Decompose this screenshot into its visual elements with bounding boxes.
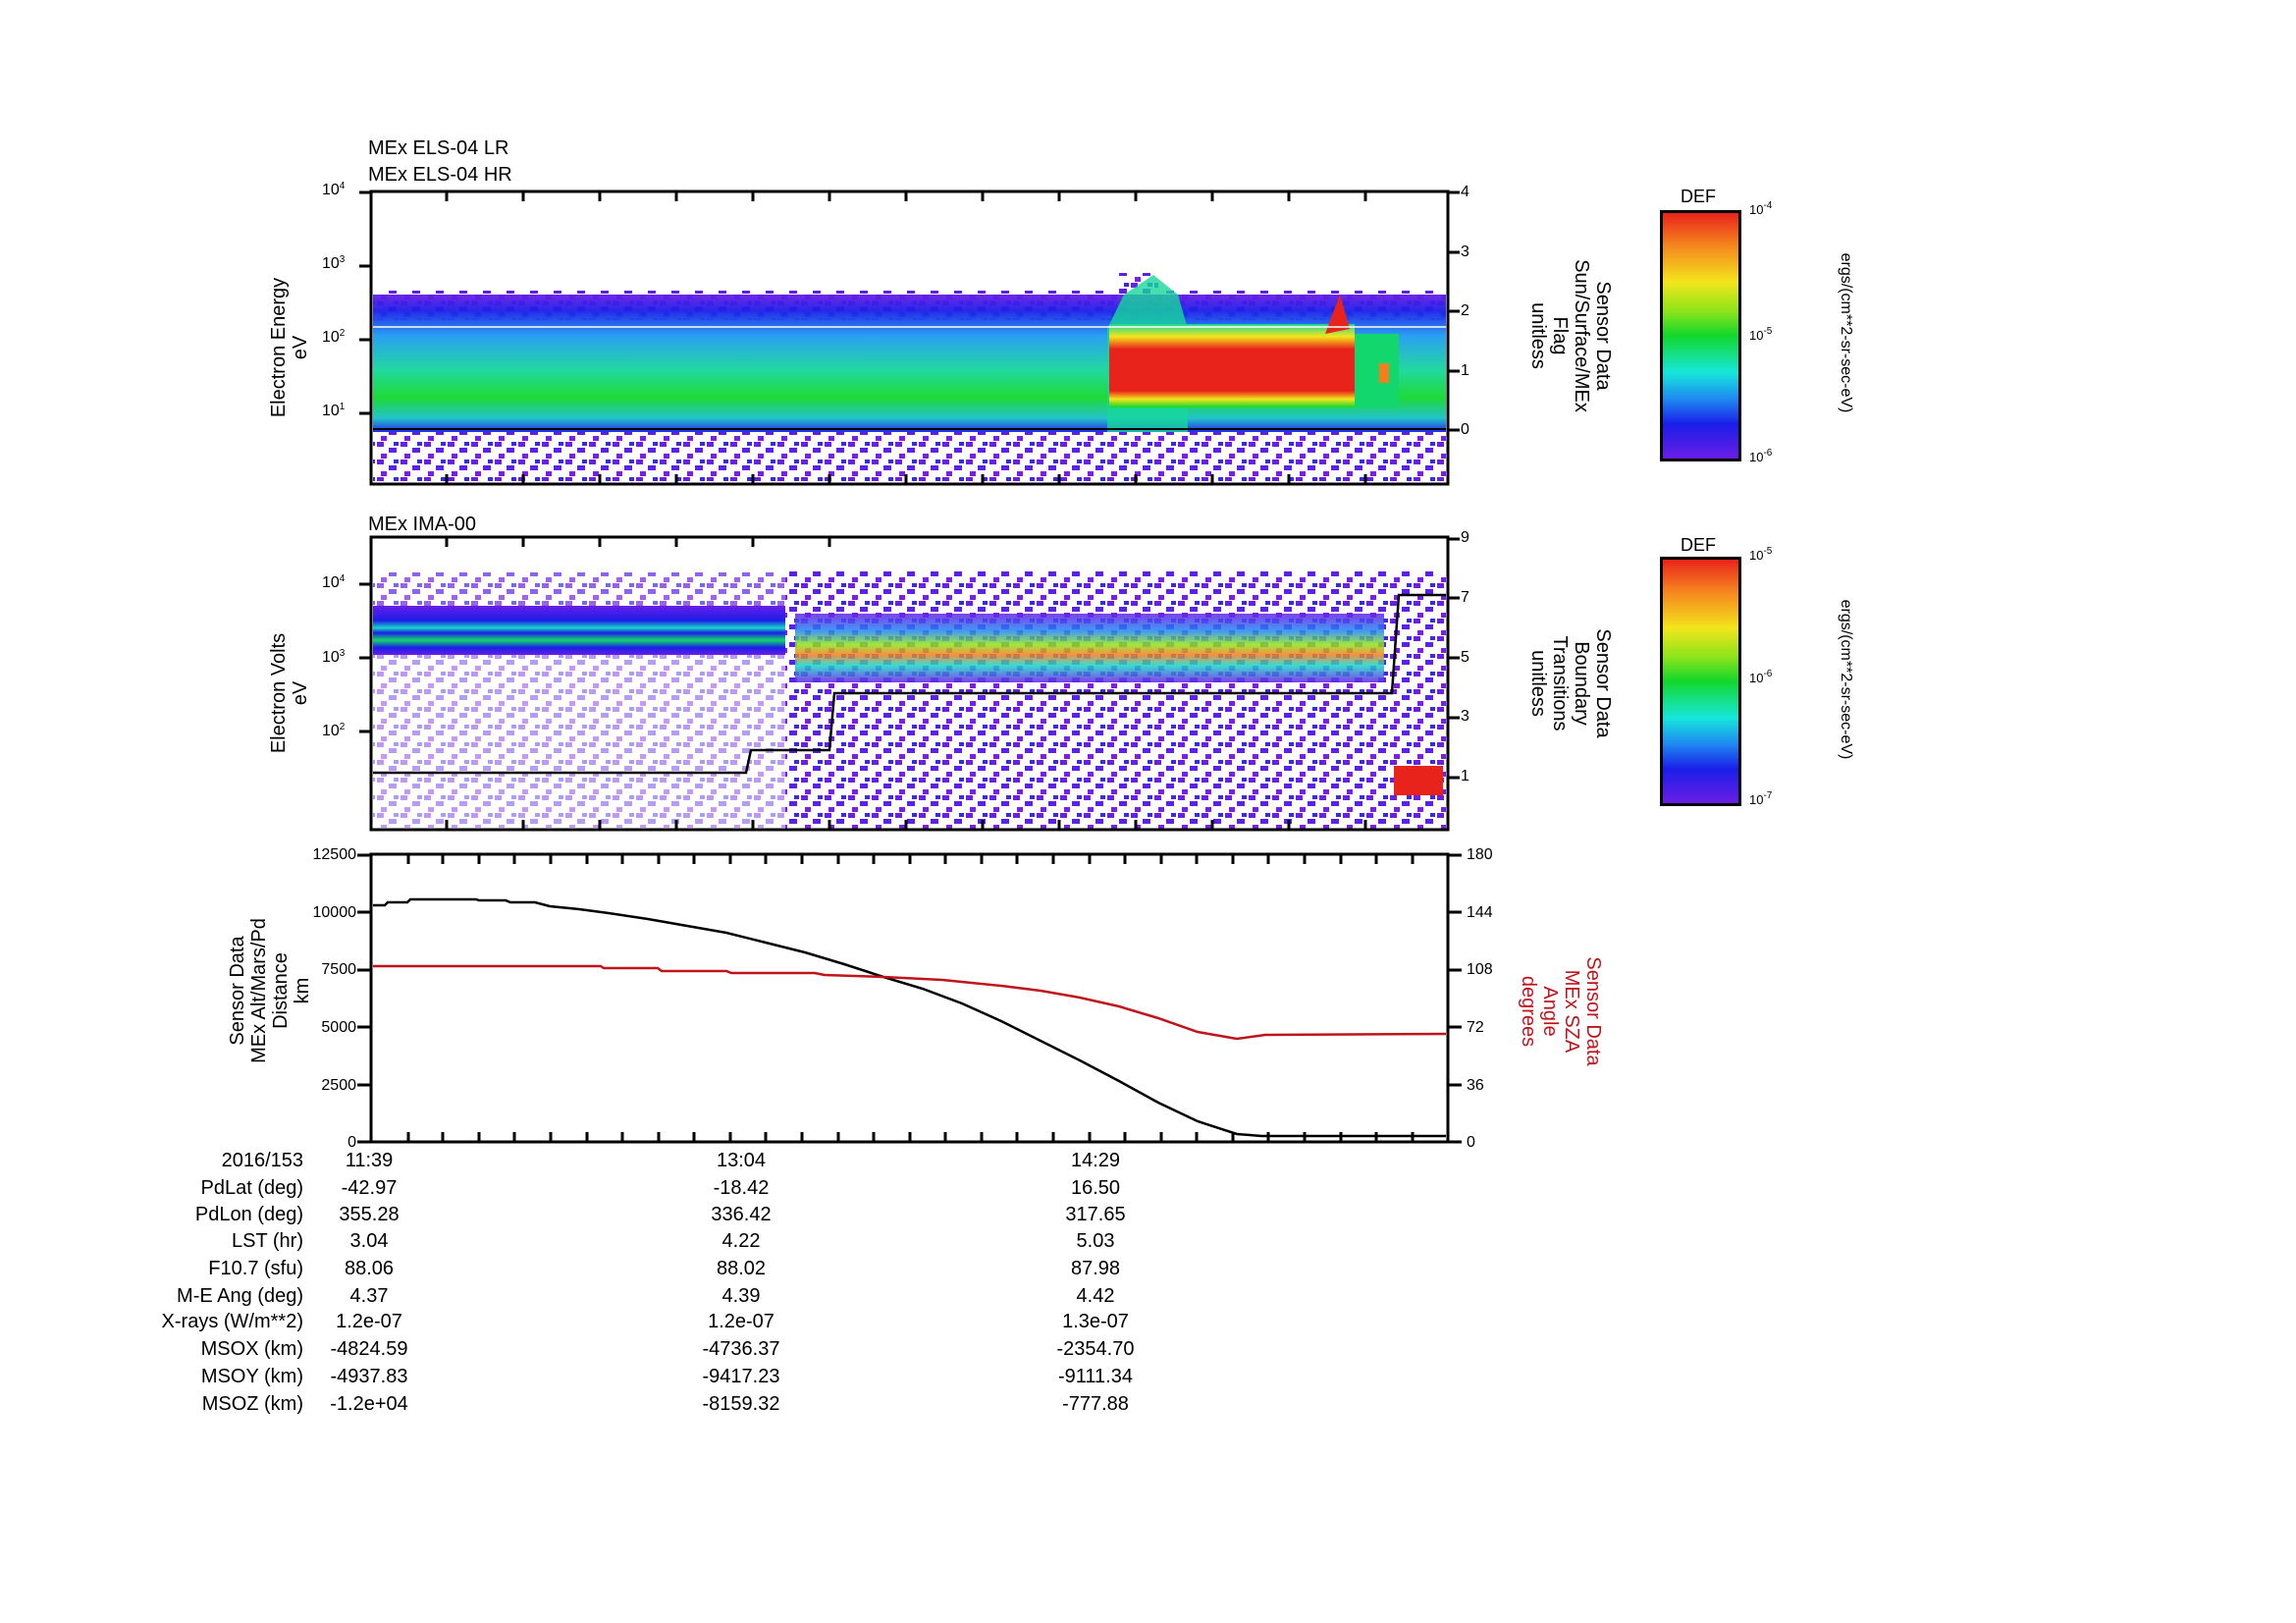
els-title-lr: MEx ELS-04 LR — [368, 137, 509, 159]
ima-y2tick-5: 5 — [1461, 649, 1469, 666]
eph-value: 1.2e-07 — [336, 1311, 402, 1332]
eph-value: 14:29 — [1070, 1150, 1121, 1171]
ima-ytick-1e4: 104 — [322, 573, 346, 591]
sza-line — [373, 964, 1447, 1041]
eph-value: 4.42 — [1076, 1285, 1115, 1307]
orbit-y2tick-72: 72 — [1467, 1019, 1484, 1036]
els-ytick-1e1: 101 — [322, 402, 346, 419]
eph-label: MSOZ (km) — [201, 1393, 303, 1415]
eph-value: -42.97 — [341, 1177, 398, 1199]
ima-y2tick-3: 3 — [1461, 708, 1469, 725]
ima-cb-tick-1e-5: 10-5 — [1749, 546, 1773, 563]
eph-label: PdLon (deg) — [194, 1204, 303, 1225]
eph-value: 336.42 — [711, 1204, 772, 1225]
orbit-ytick-5000: 5000 — [321, 1019, 356, 1036]
eph-value: -8159.32 — [702, 1393, 780, 1415]
els-ytick-1e3: 103 — [322, 254, 346, 272]
els-cb-tick-1e-4: 10-4 — [1749, 200, 1773, 217]
els-title-hr: MEx ELS-04 HR — [368, 164, 512, 186]
ima-y2tick-9: 9 — [1461, 529, 1469, 546]
ima-y2tick-7: 7 — [1461, 589, 1469, 606]
eph-value: 1.3e-07 — [1062, 1311, 1129, 1332]
ima-ytick-1e3: 103 — [322, 648, 346, 666]
altitude-line — [373, 897, 1446, 1138]
eph-value: -9111.34 — [1058, 1366, 1133, 1387]
ima-title: MEx IMA-00 — [368, 514, 477, 535]
orbit-ytick-2500: 2500 — [321, 1077, 356, 1094]
eph-value: -9417.23 — [702, 1366, 780, 1387]
els-y2tick-4: 4 — [1461, 184, 1469, 200]
eph-value: 11:39 — [345, 1150, 394, 1171]
eph-value: 87.98 — [1070, 1258, 1121, 1279]
eph-value: -18.42 — [713, 1177, 770, 1199]
ima-x-ticks — [445, 537, 1367, 830]
eph-value: 88.02 — [716, 1258, 767, 1279]
orbit-y2tick-144: 144 — [1467, 904, 1493, 921]
els-cb-tick-1e-5: 10-5 — [1749, 326, 1773, 343]
els-ytick-1e2: 102 — [322, 328, 346, 346]
els-y2tick-0: 0 — [1461, 421, 1469, 438]
orbit-y2tick-36: 36 — [1467, 1077, 1484, 1094]
eph-label: PdLat (deg) — [200, 1177, 303, 1199]
eph-value: 4.37 — [349, 1285, 389, 1307]
ima-spectrogram — [373, 571, 1446, 829]
ima-y2tick-1: 1 — [1461, 768, 1469, 784]
els-frame — [369, 189, 1450, 486]
els-colorbar — [1660, 210, 1741, 461]
eph-label: M-E Ang (deg) — [177, 1285, 303, 1307]
ima-ytick-1e2: 102 — [322, 722, 346, 739]
orbit-ytick-10000: 10000 — [312, 904, 357, 921]
eph-value: 13:04 — [716, 1150, 767, 1171]
els-cb-tick-1e-6: 10-6 — [1749, 448, 1773, 464]
eph-value: 317.65 — [1065, 1204, 1126, 1225]
els-spectrogram — [373, 273, 1446, 481]
ima-colorbar-title: DEF — [1681, 535, 1716, 555]
ima-frame — [369, 535, 1450, 832]
els-x-ticks — [445, 191, 1367, 484]
eph-value: -777.88 — [1062, 1393, 1129, 1415]
ima-y-ticks — [359, 537, 1460, 780]
eph-label: MSOY (km) — [200, 1366, 303, 1387]
eph-label: 2016/153 — [221, 1150, 303, 1171]
eph-value: -4824.59 — [330, 1338, 408, 1360]
orbit-y2tick-0: 0 — [1467, 1134, 1475, 1151]
orbit-frame — [369, 852, 1450, 1144]
els-y2tick-3: 3 — [1461, 243, 1469, 260]
orbit-y-ticks — [357, 853, 1462, 1144]
eph-value: 5.03 — [1076, 1230, 1115, 1252]
orbit-lines — [373, 897, 1447, 1138]
eph-value: 3.04 — [349, 1230, 389, 1252]
eph-label: MSOX (km) — [200, 1338, 303, 1360]
orbit-ytick-0: 0 — [347, 1134, 356, 1151]
eph-label: X-rays (W/m**2) — [161, 1311, 303, 1332]
eph-value: -1.2e+04 — [330, 1393, 408, 1415]
orbit-ytick-12500: 12500 — [312, 846, 357, 863]
eph-value: 16.50 — [1070, 1177, 1121, 1199]
eph-value: -4736.37 — [702, 1338, 780, 1360]
orbit-x-ticks — [406, 854, 1415, 1142]
eph-value: -4937.83 — [330, 1366, 408, 1387]
eph-label: LST (hr) — [232, 1230, 303, 1252]
els-y2tick-1: 1 — [1461, 362, 1469, 379]
eph-value: 1.2e-07 — [708, 1311, 774, 1332]
ima-colorbar — [1660, 557, 1741, 806]
eph-value: 4.39 — [721, 1285, 761, 1307]
els-ytick-1e4: 104 — [322, 181, 346, 198]
eph-label: F10.7 (sfu) — [208, 1258, 303, 1279]
eph-value: 355.28 — [339, 1204, 400, 1225]
eph-value: 4.22 — [721, 1230, 761, 1252]
els-colorbar-title: DEF — [1681, 187, 1716, 206]
els-y2tick-2: 2 — [1461, 302, 1469, 319]
ima-cb-tick-1e-6: 10-6 — [1749, 669, 1773, 685]
ima-cb-tick-1e-7: 10-7 — [1749, 790, 1773, 807]
eph-value: -2354.70 — [1056, 1338, 1135, 1360]
orbit-y2tick-108: 108 — [1467, 961, 1493, 978]
orbit-ytick-7500: 7500 — [321, 961, 356, 978]
eph-value: 88.06 — [344, 1258, 395, 1279]
els-y-ticks — [359, 190, 1460, 432]
orbit-y2tick-180: 180 — [1467, 846, 1493, 863]
